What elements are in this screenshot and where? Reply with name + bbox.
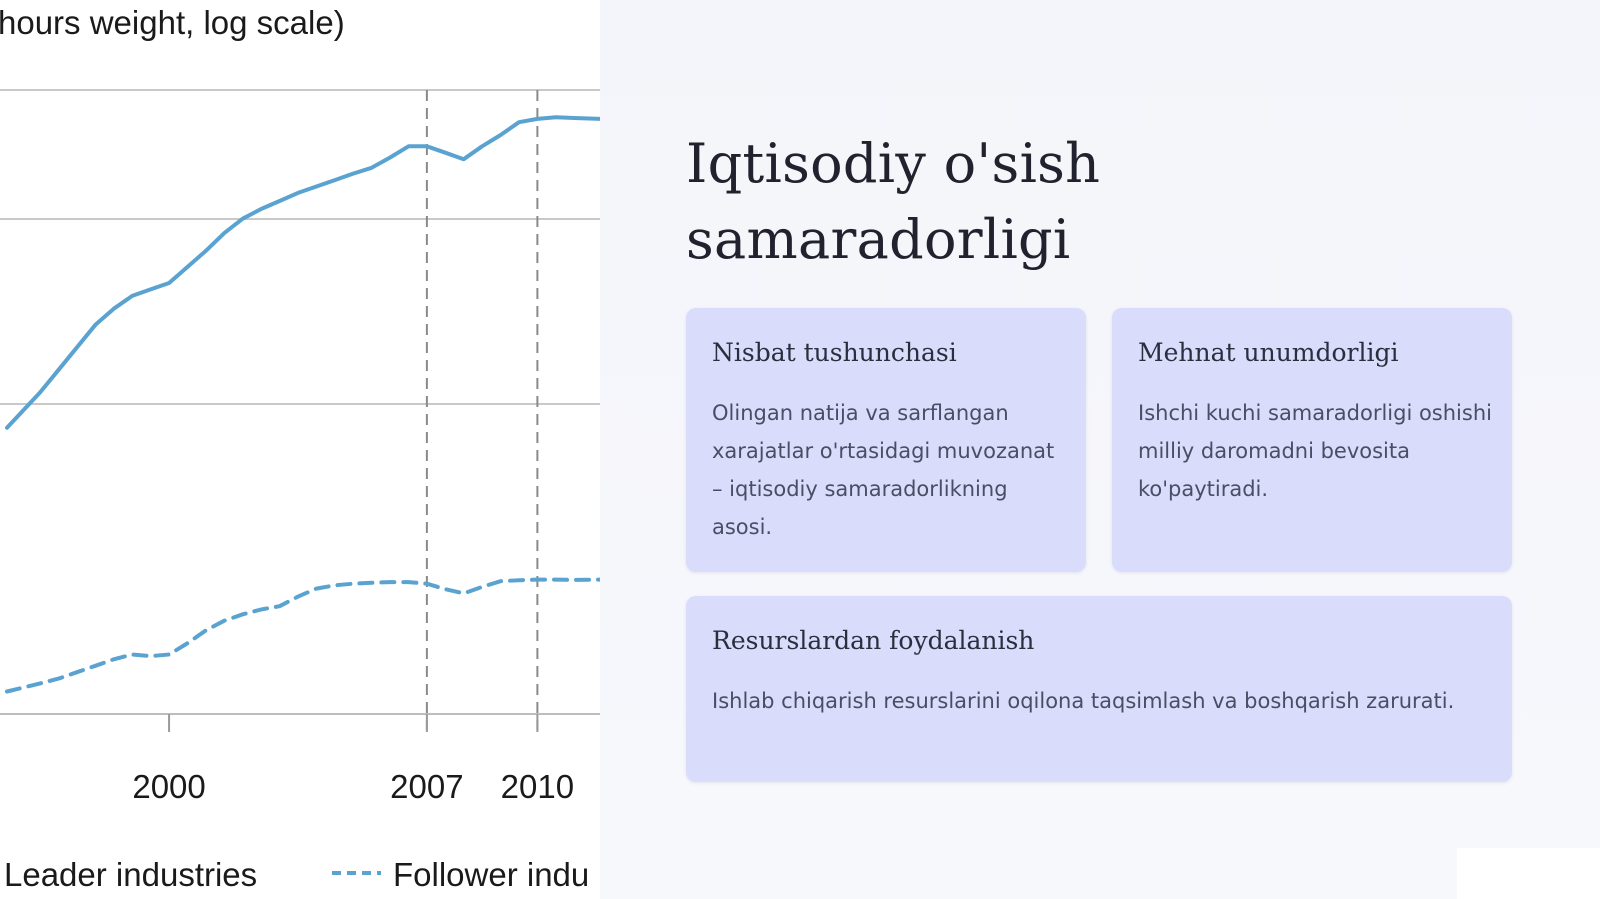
series-follower-industries: [5, 577, 600, 694]
card-title: Mehnat unumdorligi: [1138, 338, 1399, 367]
card-text: Olingan natija va sarflangan xarajatlar …: [712, 401, 1055, 539]
card-text: Ishchi kuchi samaradorligi oshishi milli…: [1138, 401, 1492, 501]
vertical-markers: [425, 90, 539, 730]
legend-label-leader: Leader industries: [4, 856, 257, 893]
x-tick-label: 2007: [390, 768, 463, 805]
legend: Leader industries Follower indu: [4, 856, 589, 893]
card-mehnat-unumdorligi: Mehnat unumdorligi Ishchi kuchi samarado…: [1112, 308, 1512, 572]
slide-title-line2: samaradorligi: [686, 208, 1071, 271]
card-title: Resurslardan foydalanish: [712, 626, 1035, 655]
card-title: Nisbat tushunchasi: [712, 338, 957, 367]
card-nisbat-tushunchasi: Nisbat tushunchasi Olingan natija va sar…: [686, 308, 1086, 572]
card-resurslardan-foydalanish: Resurslardan foydalanish Ishlab chiqaris…: [686, 596, 1512, 782]
legend-label-follower: Follower indu: [393, 856, 589, 893]
grid-lines: [0, 89, 600, 715]
x-tick-label: 2000: [132, 768, 205, 805]
card-text: Ishlab chiqarish resurslarini oqilona ta…: [712, 689, 1455, 713]
slide-title-line1: Iqtisodiy o'sish: [686, 132, 1101, 195]
series-lines: [5, 115, 600, 694]
series-leader-industries: [5, 115, 600, 430]
x-axis-ticks: 2000 2007 2010: [132, 714, 574, 805]
slide-title: Iqtisodiy o'sish samaradorligi: [686, 126, 1100, 278]
content-panel: Iqtisodiy o'sish samaradorligi Nisbat tu…: [600, 0, 1600, 899]
corner-overlay: [1457, 848, 1600, 899]
line-chart: hours weight, log scale) 2000 2007 2010 Le…: [0, 4, 600, 893]
x-tick-label: 2010: [501, 768, 574, 805]
chart-panel: hours weight, log scale) 2000 2007 2010 Le…: [0, 0, 600, 899]
y-axis-label: hours weight, log scale): [0, 4, 345, 41]
